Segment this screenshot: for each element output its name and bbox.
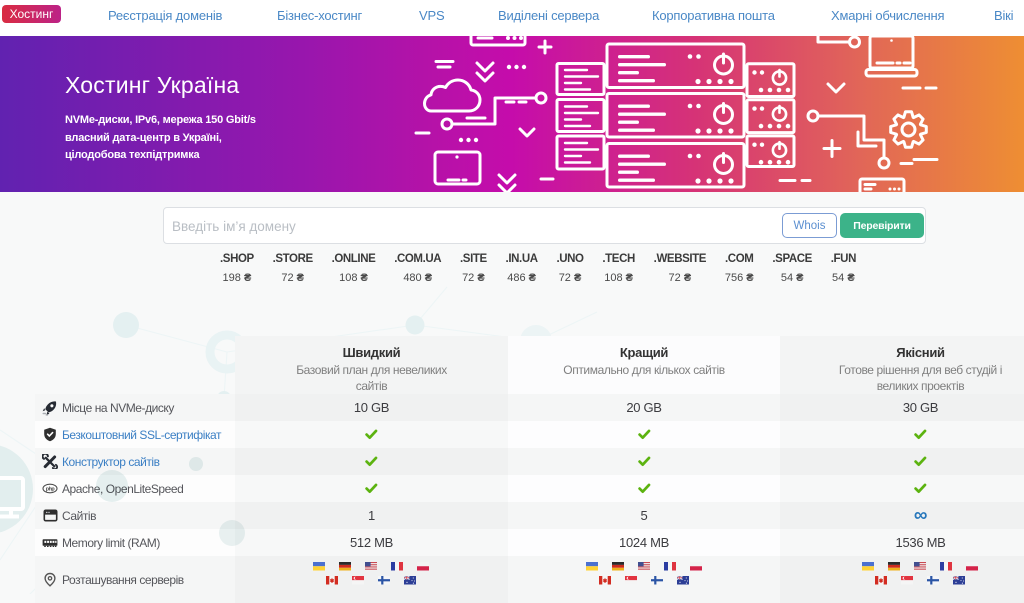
svg-text:php: php [46,486,56,492]
